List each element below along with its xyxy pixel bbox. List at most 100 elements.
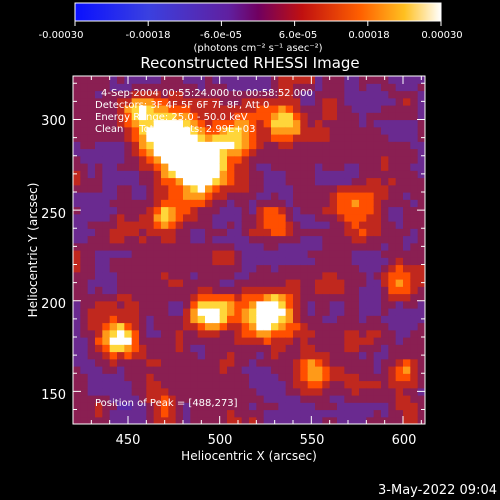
heatmap-cell (344, 177, 353, 186)
heatmap-cell (139, 387, 147, 396)
heatmap-cell (190, 235, 199, 244)
heatmap-cell (293, 257, 301, 266)
heatmap-cell (271, 344, 279, 353)
heatmap-cell (205, 351, 213, 360)
heatmap-cell (278, 112, 287, 121)
heatmap-cell (410, 112, 419, 121)
heatmap-cell (263, 308, 272, 316)
heatmap-cell (87, 134, 96, 142)
heatmap-cell (234, 235, 243, 244)
heatmap-cell (131, 344, 140, 353)
heatmap-cell (102, 235, 111, 244)
heatmap-cell (388, 351, 397, 360)
heatmap-cell (190, 300, 199, 309)
heatmap-cell (359, 83, 367, 92)
heatmap-cell (117, 315, 125, 324)
heatmap-cell (80, 76, 89, 84)
heatmap-cell (322, 213, 331, 222)
heatmap-cell (131, 329, 140, 338)
heatmap-cell (285, 235, 294, 244)
heatmap-cell (373, 315, 382, 324)
heatmap-cell (212, 148, 221, 157)
heatmap-cell (212, 351, 221, 360)
heatmap-cell (73, 380, 81, 389)
heatmap-cell (395, 402, 404, 411)
heatmap-cell (271, 387, 279, 396)
heatmap-cell (205, 416, 213, 424)
heatmap-cell (87, 250, 96, 258)
heatmap-cell (175, 148, 184, 157)
heatmap-cell (329, 257, 338, 266)
heatmap-cell (102, 112, 111, 121)
heatmap-cell (263, 409, 272, 418)
heatmap-cell (153, 163, 162, 171)
heatmap-cell (95, 416, 103, 424)
heatmap-cell (366, 134, 375, 142)
heatmap-cell (271, 192, 279, 200)
heatmap-cell (219, 163, 228, 171)
heatmap-cell (366, 308, 375, 316)
heatmap-cell (388, 105, 397, 113)
heatmap-cell (381, 242, 389, 251)
heatmap-cell (161, 163, 169, 171)
heatmap-cell (212, 387, 221, 396)
heatmap-cell (109, 126, 118, 135)
heatmap-cell (80, 358, 89, 367)
heatmap-cell (381, 235, 389, 244)
heatmap-cell (307, 221, 316, 229)
heatmap-cell (190, 199, 199, 208)
heatmap-cell (417, 380, 425, 389)
heatmap-cell (249, 257, 257, 266)
heatmap-cell (351, 308, 360, 316)
heatmap-cell (183, 279, 191, 287)
heatmap-cell (403, 170, 411, 179)
heatmap-cell (190, 76, 199, 84)
heatmap-cell (87, 300, 96, 309)
heatmap-cell (87, 351, 96, 360)
heatmap-cell (168, 329, 177, 338)
heatmap-cell (366, 366, 375, 374)
heatmap-cell (300, 250, 309, 258)
heatmap-cell (300, 97, 309, 106)
heatmap-cell (293, 170, 301, 179)
heatmap-cell (183, 329, 191, 338)
heatmap-cell (124, 395, 133, 403)
heatmap-cell (315, 395, 323, 403)
heatmap-cell (175, 126, 184, 135)
heatmap-cell (190, 141, 199, 150)
y-tick-label-250: 250 (41, 207, 66, 222)
heatmap-cell (146, 192, 155, 200)
heatmap-cell (256, 192, 265, 200)
heatmap-cell (117, 380, 125, 389)
heatmap-cell (95, 177, 103, 186)
heatmap-cell (124, 250, 133, 258)
heatmap-cell (190, 271, 199, 280)
heatmap-cell (95, 192, 103, 200)
heatmap-cell (241, 264, 250, 273)
heatmap-cell (234, 242, 243, 251)
heatmap-cell (256, 358, 265, 367)
heatmap-cell (219, 126, 228, 135)
heatmap-cell (109, 105, 118, 113)
heatmap-cell (388, 250, 397, 258)
heatmap-cell (168, 105, 177, 113)
heatmap-cell (197, 264, 206, 273)
heatmap-cell (241, 170, 250, 179)
heatmap-cell (95, 344, 103, 353)
heatmap-cell (381, 264, 389, 273)
heatmap-cell (300, 126, 309, 135)
heatmap-cell (241, 163, 250, 171)
annotation-time-range: 4-Sep-2004 00:55:24.000 to 00:58:52.000 (101, 88, 313, 99)
heatmap-cell (300, 344, 309, 353)
axis-ticks (73, 76, 425, 424)
heatmap-cell (117, 402, 125, 411)
heatmap-cell (146, 286, 155, 295)
heatmap-cell (271, 206, 279, 215)
heatmap-cell (227, 322, 235, 331)
heatmap-cell (417, 126, 425, 135)
heatmap-cell (87, 90, 96, 99)
heatmap-image (73, 76, 425, 424)
heatmap-cell (80, 329, 89, 338)
heatmap-cell (124, 242, 133, 251)
heatmap-cell (359, 279, 367, 287)
